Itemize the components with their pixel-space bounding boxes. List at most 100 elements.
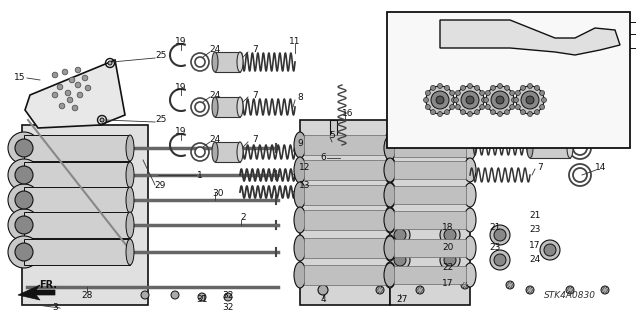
Circle shape bbox=[474, 110, 479, 115]
Ellipse shape bbox=[527, 138, 533, 158]
Text: 32: 32 bbox=[222, 302, 234, 311]
Text: 19: 19 bbox=[175, 128, 187, 137]
Circle shape bbox=[426, 86, 454, 114]
Text: 10: 10 bbox=[542, 130, 554, 139]
Circle shape bbox=[65, 90, 71, 96]
Ellipse shape bbox=[384, 263, 396, 287]
Text: 30: 30 bbox=[212, 189, 224, 197]
Bar bbox=[304, 210, 386, 230]
Circle shape bbox=[544, 244, 556, 256]
Text: 3: 3 bbox=[52, 303, 58, 313]
Circle shape bbox=[509, 105, 515, 109]
Text: 19: 19 bbox=[175, 83, 187, 92]
Circle shape bbox=[466, 96, 474, 104]
Circle shape bbox=[440, 225, 460, 245]
Ellipse shape bbox=[384, 157, 396, 183]
Circle shape bbox=[62, 69, 68, 75]
Text: 11: 11 bbox=[289, 38, 301, 47]
Circle shape bbox=[8, 159, 40, 191]
Text: 19: 19 bbox=[175, 38, 187, 47]
Ellipse shape bbox=[294, 207, 306, 233]
Bar bbox=[530, 138, 570, 158]
Circle shape bbox=[426, 91, 430, 95]
Circle shape bbox=[67, 97, 73, 103]
Bar bbox=[215, 52, 240, 72]
Circle shape bbox=[490, 85, 495, 90]
Circle shape bbox=[456, 91, 460, 95]
Circle shape bbox=[69, 77, 75, 83]
Text: 24: 24 bbox=[529, 256, 541, 264]
Circle shape bbox=[8, 236, 40, 268]
Circle shape bbox=[318, 285, 328, 295]
Text: 25: 25 bbox=[156, 50, 166, 60]
Bar bbox=[394, 139, 466, 157]
Ellipse shape bbox=[294, 235, 306, 261]
Circle shape bbox=[424, 98, 429, 102]
Circle shape bbox=[485, 105, 490, 109]
Circle shape bbox=[198, 293, 206, 301]
Circle shape bbox=[426, 105, 430, 109]
Circle shape bbox=[479, 105, 484, 109]
Text: 29: 29 bbox=[154, 181, 166, 189]
Circle shape bbox=[494, 254, 506, 266]
Circle shape bbox=[451, 98, 456, 102]
Text: 7: 7 bbox=[252, 91, 258, 100]
Circle shape bbox=[416, 286, 424, 294]
Ellipse shape bbox=[126, 212, 134, 238]
Circle shape bbox=[520, 110, 525, 115]
Bar bbox=[304, 160, 386, 180]
Text: 18: 18 bbox=[569, 100, 580, 109]
Circle shape bbox=[52, 72, 58, 78]
Circle shape bbox=[516, 86, 544, 114]
Circle shape bbox=[195, 147, 205, 157]
Text: 28: 28 bbox=[81, 291, 93, 300]
Circle shape bbox=[556, 38, 564, 46]
Circle shape bbox=[540, 240, 560, 260]
Text: 27: 27 bbox=[410, 125, 420, 135]
Text: 17: 17 bbox=[564, 85, 576, 94]
Polygon shape bbox=[25, 60, 125, 128]
Polygon shape bbox=[18, 285, 55, 300]
Ellipse shape bbox=[384, 208, 396, 232]
Ellipse shape bbox=[212, 52, 218, 72]
Circle shape bbox=[486, 86, 514, 114]
Text: 17: 17 bbox=[442, 278, 454, 287]
Circle shape bbox=[72, 105, 78, 111]
Circle shape bbox=[8, 209, 40, 241]
Text: 26: 26 bbox=[592, 136, 604, 145]
Circle shape bbox=[8, 184, 40, 216]
Text: STK4A0830: STK4A0830 bbox=[544, 291, 596, 300]
Circle shape bbox=[541, 98, 547, 102]
Text: 2: 2 bbox=[240, 213, 246, 222]
Ellipse shape bbox=[126, 135, 134, 161]
Bar bbox=[394, 266, 466, 284]
Circle shape bbox=[515, 105, 520, 109]
Text: 21: 21 bbox=[529, 211, 541, 219]
Text: 13: 13 bbox=[300, 181, 311, 189]
Text: 14: 14 bbox=[595, 164, 607, 173]
Text: 23: 23 bbox=[490, 243, 500, 253]
Circle shape bbox=[485, 91, 490, 95]
Circle shape bbox=[437, 132, 443, 138]
Circle shape bbox=[566, 286, 574, 294]
Circle shape bbox=[527, 112, 532, 116]
Text: 17: 17 bbox=[529, 241, 541, 249]
Bar bbox=[387, 12, 630, 148]
Text: 27: 27 bbox=[410, 100, 420, 109]
Circle shape bbox=[127, 247, 133, 253]
Circle shape bbox=[454, 98, 458, 102]
Text: 27: 27 bbox=[410, 113, 420, 122]
Ellipse shape bbox=[237, 52, 243, 72]
Circle shape bbox=[85, 85, 91, 91]
Circle shape bbox=[390, 225, 410, 245]
Circle shape bbox=[77, 92, 83, 98]
Circle shape bbox=[456, 86, 484, 114]
Circle shape bbox=[76, 82, 81, 88]
Ellipse shape bbox=[567, 138, 573, 158]
Circle shape bbox=[540, 105, 545, 109]
Bar bbox=[304, 265, 386, 285]
Circle shape bbox=[431, 85, 435, 90]
Text: 15: 15 bbox=[14, 73, 26, 83]
Circle shape bbox=[504, 85, 509, 90]
Text: 21: 21 bbox=[490, 224, 500, 233]
